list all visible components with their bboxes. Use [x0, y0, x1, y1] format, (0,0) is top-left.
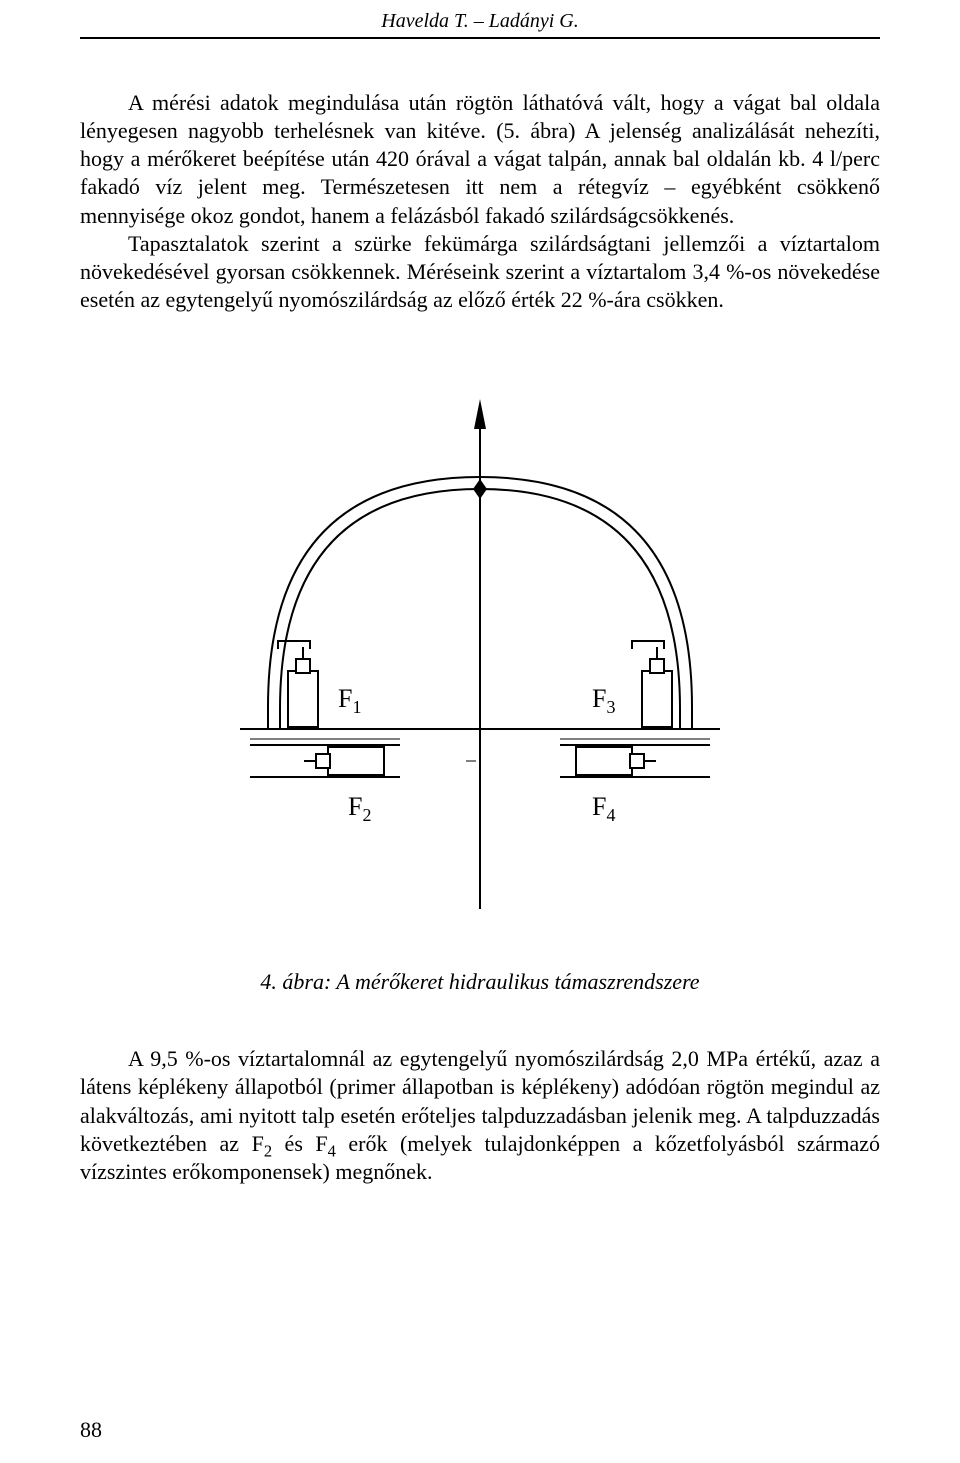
label-f2: F2 — [348, 792, 371, 825]
p3-sub1: 2 — [264, 1141, 272, 1160]
p3-mid: és F — [272, 1131, 328, 1156]
cylinder-f3 — [632, 641, 672, 727]
running-head: Havelda T. – Ladányi G. — [80, 10, 880, 33]
figure-diagram: F1 F2 F3 F4 — [160, 369, 800, 929]
paragraph-2: Tapasztalatok szerint a szürke fekümárga… — [80, 230, 880, 314]
label-f4: F4 — [592, 792, 615, 825]
cylinder-f4 — [560, 739, 710, 777]
figure-wrap: F1 F2 F3 F4 — [80, 369, 880, 929]
cylinder-f2 — [250, 739, 400, 777]
page: Havelda T. – Ladányi G. A mérési adatok … — [0, 0, 960, 1463]
figure-caption: 4. ábra: A mérőkeret hidraulikus támaszr… — [80, 969, 880, 995]
paragraph-1: A mérési adatok megindulása után rögtön … — [80, 89, 880, 230]
paragraph-3: A 9,5 %-os víztartalomnál az egytengelyű… — [80, 1045, 880, 1186]
p3-sub2: 4 — [328, 1141, 336, 1160]
label-f3: F3 — [592, 684, 615, 717]
label-f1: F1 — [338, 684, 361, 717]
page-number: 88 — [80, 1417, 102, 1443]
header-rule — [80, 37, 880, 39]
